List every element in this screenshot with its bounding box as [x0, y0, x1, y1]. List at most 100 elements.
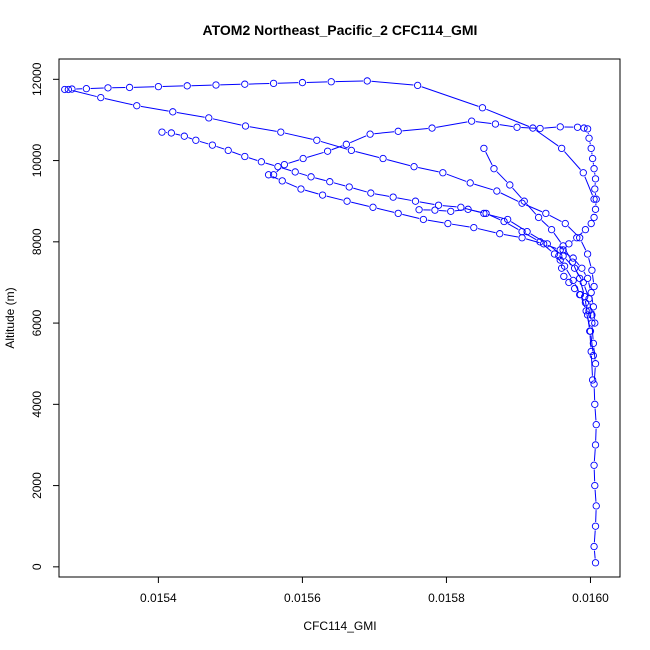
data-point	[540, 240, 548, 248]
series-line-segment	[306, 81, 328, 83]
plot-frame	[58, 58, 621, 578]
data-point	[591, 205, 600, 213]
data-point	[491, 120, 500, 128]
data-point	[518, 234, 526, 242]
data-point	[591, 400, 599, 408]
data-point	[466, 179, 474, 187]
data-point	[581, 225, 590, 234]
data-point	[573, 123, 582, 131]
series-line-segment	[486, 108, 530, 127]
data-point	[389, 193, 397, 201]
series-line-segment	[353, 187, 367, 193]
series-line-segment	[421, 86, 479, 107]
x-axis-label: CFC114_GMI	[303, 619, 376, 633]
series-line-segment	[284, 132, 313, 140]
series-line-segment	[104, 98, 133, 106]
data-point	[583, 274, 592, 283]
series-line-segment	[333, 182, 346, 187]
data-point	[543, 240, 551, 248]
series-line-segment	[326, 195, 344, 201]
data-point	[241, 122, 250, 130]
data-point	[82, 85, 91, 93]
series-line-segment	[418, 167, 439, 173]
series	[415, 205, 598, 360]
data-point	[192, 136, 200, 144]
series-line-segment	[436, 121, 468, 128]
x-tick-label: 0.0160	[572, 591, 609, 605]
series	[61, 77, 598, 203]
data-point	[345, 183, 353, 191]
series-line-segment	[176, 112, 205, 118]
series-line-segment	[331, 145, 343, 151]
data-point	[542, 209, 550, 218]
data-point	[591, 522, 600, 530]
chart-title: ATOM2 Northeast_Pacific_2 CFC114_GMI	[203, 22, 478, 38]
data-point	[529, 124, 537, 132]
data-point	[568, 258, 577, 266]
x-tick-label: 0.0156	[284, 591, 321, 605]
series-line-segment	[285, 182, 298, 188]
data-point	[591, 319, 599, 327]
data-point	[588, 311, 596, 319]
series-line-segment	[133, 86, 155, 88]
series-line-segment	[564, 151, 581, 170]
series-line-segment	[553, 232, 562, 243]
series-line-segment	[272, 176, 279, 180]
data-point	[224, 146, 232, 155]
data-point	[363, 77, 371, 85]
series-line-segment	[335, 80, 364, 83]
data-point	[154, 82, 163, 91]
series-line-segment	[521, 126, 536, 129]
data-point	[513, 123, 521, 131]
data-point	[444, 219, 452, 228]
series-line-segment	[232, 151, 242, 156]
series-line-segment	[587, 319, 590, 328]
series-line-segment	[526, 204, 537, 215]
series-line-segment	[477, 228, 496, 234]
series-line-segment	[304, 189, 319, 195]
data-point	[208, 141, 217, 149]
series-line-segment	[525, 238, 540, 244]
y-tick-label: 0	[30, 563, 44, 570]
series-line-segment	[590, 355, 593, 376]
series	[480, 144, 597, 384]
data-point	[434, 201, 443, 209]
series-line-segment	[549, 214, 562, 223]
data-point	[583, 250, 592, 258]
series-line-segment	[220, 83, 241, 86]
data-point	[447, 207, 455, 216]
data-point	[278, 177, 286, 185]
data-point	[241, 80, 249, 88]
series-line-segment	[500, 192, 519, 202]
data-point	[520, 197, 528, 205]
data-point	[592, 502, 600, 510]
data-point	[536, 238, 544, 246]
data-point	[579, 278, 587, 287]
data-point	[565, 278, 573, 287]
data-point	[167, 129, 175, 137]
data-point	[576, 274, 584, 283]
series-line-segment	[350, 135, 367, 144]
data-point	[326, 178, 334, 186]
data-point	[490, 165, 498, 173]
series-line-segment	[199, 140, 209, 145]
data-point	[169, 108, 177, 116]
series-line-segment	[580, 282, 585, 293]
series-group	[61, 77, 600, 567]
series-line-segment	[499, 124, 513, 128]
series-line-segment	[542, 244, 552, 252]
data-point	[534, 213, 543, 222]
data-point	[587, 144, 595, 153]
data-point	[592, 420, 600, 429]
series-line-segment	[556, 256, 563, 264]
data-point	[576, 234, 584, 242]
series-line-segment	[536, 130, 559, 147]
data-point	[591, 441, 600, 449]
data-point	[578, 264, 586, 272]
data-point	[590, 380, 598, 388]
x-tick-label: 0.0154	[140, 591, 177, 605]
series-line-segment	[584, 300, 588, 311]
series-line-segment	[299, 172, 308, 177]
y-tick-label: 6000	[30, 309, 44, 336]
data-point	[496, 230, 504, 238]
